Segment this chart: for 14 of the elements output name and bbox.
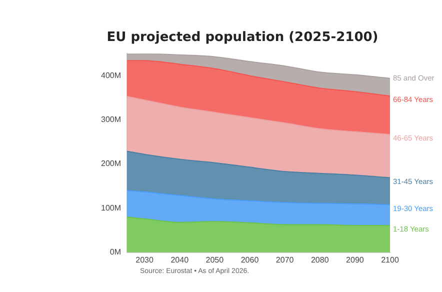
- x-tick-label: 2070: [276, 255, 294, 264]
- y-tick-label: 400M: [100, 70, 122, 80]
- y-tick-label: 0M: [110, 248, 122, 257]
- y-tick-label: 100M: [100, 203, 122, 212]
- x-tick-label: 2050: [206, 255, 224, 264]
- y-tick-label: 200M: [100, 159, 122, 168]
- chart-title: EU projected population (2025-2100): [106, 30, 378, 46]
- x-tick-label: 2100: [381, 255, 400, 264]
- x-tick-label: 2080: [310, 255, 330, 264]
- x-tick-label: 2090: [346, 255, 364, 264]
- x-tick-label: 2060: [240, 255, 260, 264]
- x-tick-label: 2040: [170, 255, 190, 264]
- y-tick-label: 300M: [100, 115, 122, 124]
- x-tick-label: 2030: [136, 255, 154, 264]
